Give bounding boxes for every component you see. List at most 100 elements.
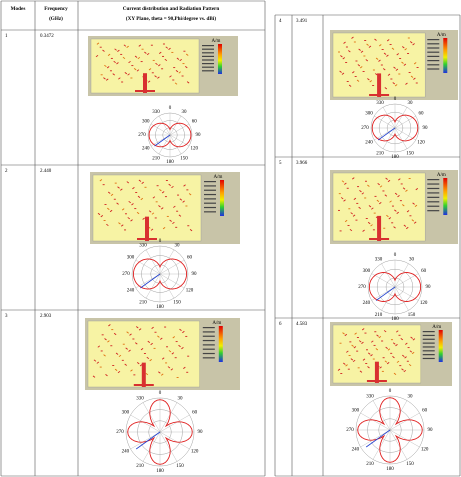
colorbar-label bbox=[427, 52, 439, 53]
colorbar-label bbox=[427, 179, 439, 180]
frequency: 2.440 bbox=[40, 169, 52, 174]
polar-grid-spoke bbox=[160, 432, 177, 461]
polar-angle-label: 240 bbox=[363, 301, 371, 306]
polar-angle-label: 90 bbox=[423, 126, 429, 131]
polar-grid-spoke bbox=[159, 135, 170, 154]
polar-angle-label: 270 bbox=[346, 428, 354, 433]
header-modes: Modes bbox=[11, 6, 26, 12]
polar-angle-label: 240 bbox=[365, 141, 373, 146]
polar-grid-spoke bbox=[395, 287, 409, 310]
polar-angle-label: 150 bbox=[173, 301, 181, 306]
polar-grid-spoke bbox=[390, 430, 419, 447]
polar-angle-label: 180 bbox=[391, 317, 399, 322]
polar-angle-label: 150 bbox=[406, 151, 414, 156]
header-figure-subtitle: (XY Plane, theta = 90,Phi/degree vs. dBi… bbox=[126, 15, 216, 22]
colorbar-label bbox=[202, 52, 214, 53]
polar-angle-label: 120 bbox=[186, 289, 194, 294]
field-unit: A/m bbox=[212, 321, 221, 326]
polar-angle-label: 60 bbox=[421, 269, 427, 274]
polar-angle-label: 270 bbox=[116, 430, 124, 435]
beam-marker bbox=[136, 432, 160, 449]
colorbar-label bbox=[427, 68, 439, 69]
polar-grid-spoke bbox=[159, 116, 170, 135]
frequency: 3.966 bbox=[296, 161, 308, 166]
colorbar-label bbox=[423, 335, 435, 336]
polar-angle-label: 270 bbox=[138, 133, 146, 138]
polar-grid-spoke bbox=[170, 116, 181, 135]
colorbar-label bbox=[203, 340, 215, 341]
colorbar-label bbox=[427, 188, 439, 189]
colorbar-label bbox=[204, 203, 216, 204]
polar-angle-label: 240 bbox=[142, 147, 150, 152]
polar-angle-label: 300 bbox=[365, 112, 373, 117]
polar-grid-spoke bbox=[395, 264, 409, 287]
colorbar-label bbox=[423, 346, 435, 347]
polar-angle-label: 300 bbox=[352, 409, 360, 414]
polar-grid-spoke bbox=[146, 274, 160, 298]
colorbar-label bbox=[204, 190, 216, 191]
polar-grid-spoke bbox=[361, 413, 390, 430]
polar-grid-spoke bbox=[390, 413, 419, 430]
feed-line bbox=[377, 216, 381, 241]
polar-grid-spoke bbox=[131, 432, 160, 449]
polar-angle-label: 180 bbox=[386, 467, 394, 472]
polar-grid-spoke bbox=[170, 135, 181, 154]
mode-number: 5 bbox=[279, 161, 282, 166]
polar-angle-label: 60 bbox=[192, 120, 198, 125]
polar-grid-spoke bbox=[383, 128, 395, 149]
frequency: 4.583 bbox=[296, 322, 308, 327]
polar-grid-spoke bbox=[160, 432, 189, 449]
polar-angle-label: 0 bbox=[394, 253, 397, 258]
polar-angle-label: 120 bbox=[191, 450, 199, 455]
polar-angle-label: 210 bbox=[136, 464, 144, 469]
polar-grid-spoke bbox=[390, 401, 407, 430]
polar-grid-spoke bbox=[160, 403, 177, 432]
polar-angle-label: 30 bbox=[178, 396, 184, 401]
colorbar-label bbox=[204, 181, 216, 182]
field-unit: A/m bbox=[214, 175, 223, 180]
polar-angle-label: 150 bbox=[180, 157, 188, 162]
field-unit: A/m bbox=[432, 325, 441, 330]
colorbar-label bbox=[427, 39, 439, 40]
polar-angle-label: 180 bbox=[156, 469, 164, 474]
polar-angle-label: 120 bbox=[421, 448, 429, 453]
polar-angle-label: 120 bbox=[190, 147, 198, 152]
field-unit: A/m bbox=[437, 173, 446, 178]
colorbar bbox=[443, 178, 447, 215]
colorbar-label bbox=[427, 197, 439, 198]
polar-grid-spoke bbox=[390, 430, 407, 459]
polar-grid-spoke bbox=[383, 107, 395, 128]
colorbar-label bbox=[423, 350, 435, 351]
feed-line bbox=[142, 363, 146, 387]
colorbar bbox=[439, 330, 443, 362]
polar-angle-label: 270 bbox=[122, 272, 130, 277]
colorbar-label bbox=[202, 59, 214, 60]
polar-angle-label: 30 bbox=[182, 110, 188, 115]
polar-angle-label: 240 bbox=[352, 448, 360, 453]
header-figure-title: Current distribution and Radiation Patte… bbox=[123, 6, 220, 12]
polar-angle-label: 90 bbox=[196, 133, 202, 138]
colorbar-label bbox=[427, 183, 439, 184]
ground bbox=[134, 384, 154, 386]
frequency: 2.903 bbox=[40, 314, 52, 319]
polar-angle-label: 120 bbox=[417, 141, 425, 146]
polar-angle-label: 210 bbox=[366, 462, 374, 467]
colorbar-label bbox=[427, 60, 439, 61]
polar-grid-spoke bbox=[382, 287, 396, 310]
colorbar-label bbox=[202, 45, 214, 46]
colorbar-label bbox=[427, 210, 439, 211]
polar-angle-label: 180 bbox=[166, 160, 174, 165]
field-unit: A/m bbox=[212, 39, 221, 44]
colorbar-label bbox=[202, 70, 214, 71]
colorbar-label bbox=[427, 64, 439, 65]
page: Modes Frequency (GHz) Current distributi… bbox=[0, 0, 461, 477]
ground bbox=[369, 94, 389, 96]
mode-number: 6 bbox=[279, 322, 282, 327]
colorbar bbox=[219, 326, 223, 362]
polar-grid-spoke bbox=[395, 107, 407, 128]
polar-angle-label: 270 bbox=[361, 126, 369, 131]
beam-marker bbox=[366, 430, 390, 447]
polar-angle-label: 330 bbox=[152, 110, 160, 115]
polar-grid-spoke bbox=[143, 432, 160, 461]
polar-grid-spoke bbox=[143, 403, 160, 432]
